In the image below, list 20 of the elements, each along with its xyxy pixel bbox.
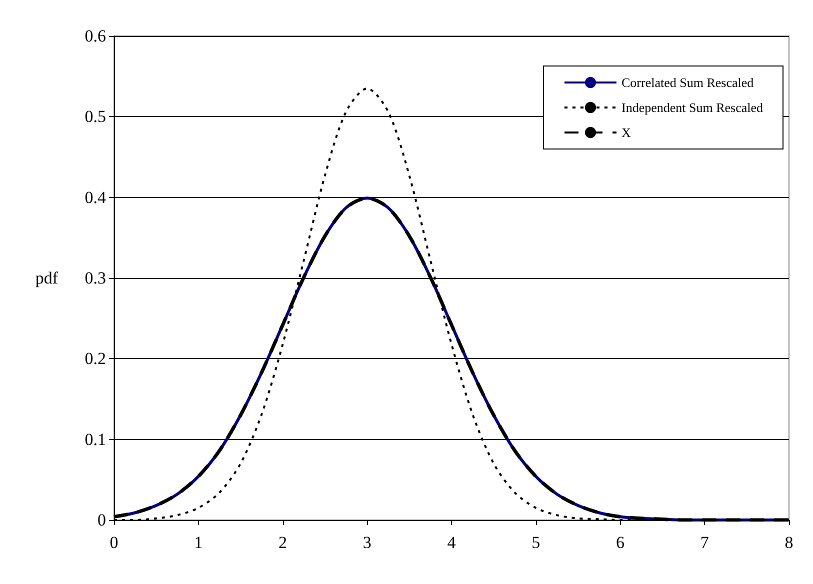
- x-tick-label: 4: [447, 533, 456, 552]
- y-tick-label: 0.6: [84, 26, 106, 46]
- y-tick-label: 0.1: [84, 430, 106, 449]
- x-tick-label: 1: [194, 533, 203, 552]
- y-axis-title: pdf: [35, 268, 58, 288]
- x-tick-label: 6: [616, 533, 624, 552]
- legend-label: X: [621, 125, 632, 140]
- y-tick-label: 0.3: [84, 268, 106, 288]
- y-tick-label: 0.4: [84, 188, 106, 207]
- y-tick-label: 0: [98, 510, 106, 530]
- x-tick-label: 5: [532, 533, 540, 552]
- legend-label: Independent Sum Rescaled: [621, 100, 764, 115]
- x-tick-label: 0: [110, 533, 118, 552]
- y-tick-label: 0.5: [84, 107, 106, 126]
- x-tick-label: 8: [784, 533, 794, 552]
- x-tick-label: 7: [700, 533, 710, 552]
- x-tick-label: 3: [362, 533, 372, 552]
- y-tick-label: 0.2: [84, 349, 106, 368]
- x-tick-label: 2: [278, 533, 287, 552]
- legend-label: Correlated Sum Rescaled: [621, 75, 754, 90]
